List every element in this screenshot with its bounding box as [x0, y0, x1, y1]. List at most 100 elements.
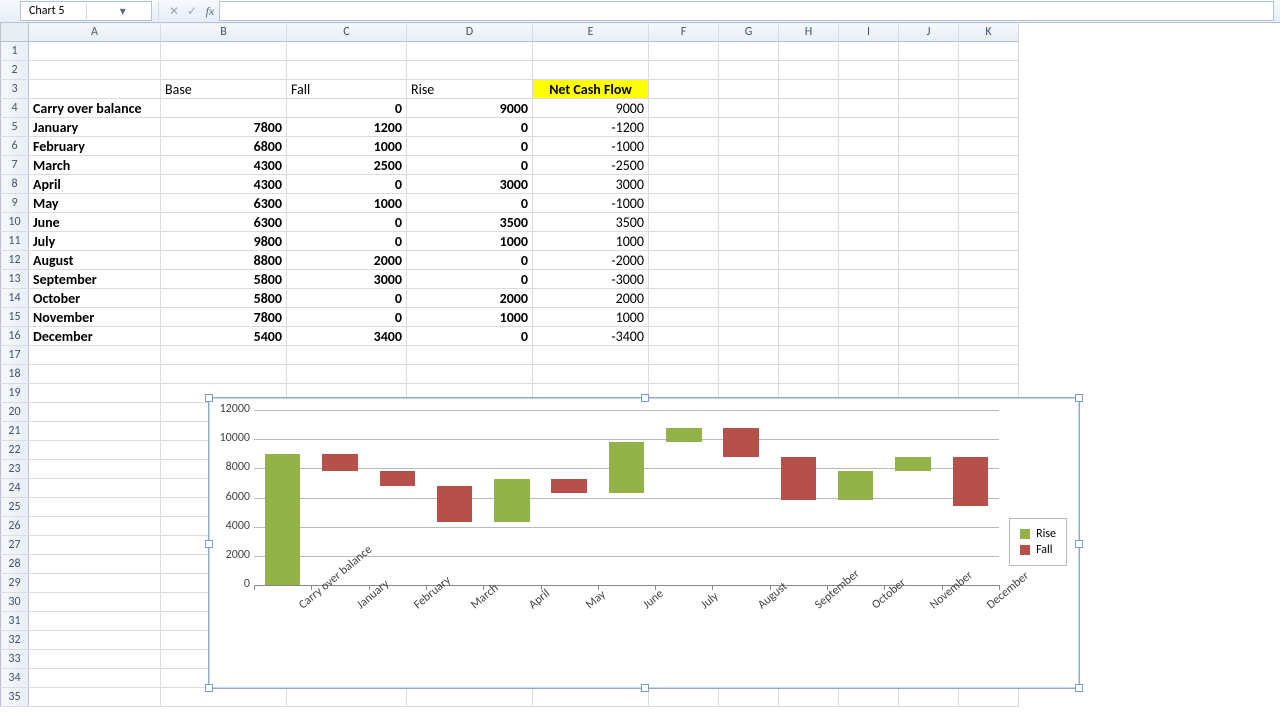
cell-I13[interactable]	[839, 270, 899, 289]
cell-A13[interactable]: September	[29, 270, 161, 289]
cell-J15[interactable]	[899, 308, 959, 327]
cell-F8[interactable]	[649, 175, 719, 194]
bar-fall[interactable]	[322, 454, 358, 472]
cell-D13[interactable]: 0	[407, 270, 533, 289]
cell-E6[interactable]: -1000	[533, 137, 649, 156]
cell-I18[interactable]	[839, 365, 899, 384]
row-header-31[interactable]: 31	[1, 612, 29, 631]
resize-handle[interactable]	[1075, 684, 1083, 692]
cell-F14[interactable]	[649, 289, 719, 308]
cell-F1[interactable]	[649, 42, 719, 61]
resize-handle[interactable]	[641, 684, 649, 692]
cell-J6[interactable]	[899, 137, 959, 156]
resize-handle[interactable]	[205, 540, 213, 548]
cell-J7[interactable]	[899, 156, 959, 175]
cell-D9[interactable]: 0	[407, 194, 533, 213]
cell-I17[interactable]	[839, 346, 899, 365]
cell-I10[interactable]	[839, 213, 899, 232]
cell-G5[interactable]	[719, 118, 779, 137]
row-header-26[interactable]: 26	[1, 517, 29, 536]
cell-G6[interactable]	[719, 137, 779, 156]
chart-object[interactable]: Rise Fall 020004000600080001000012000Car…	[208, 397, 1080, 689]
cell-G4[interactable]	[719, 99, 779, 118]
cell-A33[interactable]	[29, 650, 161, 669]
cell-D18[interactable]	[407, 365, 533, 384]
name-box[interactable]: Chart 5 ▾	[20, 1, 152, 21]
cell-G12[interactable]	[719, 251, 779, 270]
cell-D4[interactable]: 9000	[407, 99, 533, 118]
cell-E5[interactable]: -1200	[533, 118, 649, 137]
cell-H14[interactable]	[779, 289, 839, 308]
cell-B3[interactable]: Base	[161, 80, 287, 99]
cell-H6[interactable]	[779, 137, 839, 156]
cell-A19[interactable]	[29, 384, 161, 403]
cell-D17[interactable]	[407, 346, 533, 365]
cell-E17[interactable]	[533, 346, 649, 365]
row-header-20[interactable]: 20	[1, 403, 29, 422]
bar-fall[interactable]	[953, 457, 989, 507]
select-all-corner[interactable]	[1, 23, 29, 42]
cell-F6[interactable]	[649, 137, 719, 156]
cell-E16[interactable]: -3400	[533, 327, 649, 346]
cell-B12[interactable]: 8800	[161, 251, 287, 270]
cell-I4[interactable]	[839, 99, 899, 118]
cell-E4[interactable]: 9000	[533, 99, 649, 118]
resize-handle[interactable]	[205, 394, 213, 402]
cell-B2[interactable]	[161, 61, 287, 80]
cell-D6[interactable]: 0	[407, 137, 533, 156]
cell-A8[interactable]: April	[29, 175, 161, 194]
cell-C7[interactable]: 2500	[287, 156, 407, 175]
row-header-29[interactable]: 29	[1, 574, 29, 593]
cell-G9[interactable]	[719, 194, 779, 213]
cell-G3[interactable]	[719, 80, 779, 99]
cell-A18[interactable]	[29, 365, 161, 384]
cell-K8[interactable]	[959, 175, 1019, 194]
resize-handle[interactable]	[205, 684, 213, 692]
cell-A31[interactable]	[29, 612, 161, 631]
row-header-9[interactable]: 9	[1, 194, 29, 213]
cell-J10[interactable]	[899, 213, 959, 232]
bar-fall[interactable]	[437, 486, 473, 522]
cell-B8[interactable]: 4300	[161, 175, 287, 194]
cell-B6[interactable]: 6800	[161, 137, 287, 156]
cell-E3[interactable]: Net Cash Flow	[533, 80, 649, 99]
cell-J14[interactable]	[899, 289, 959, 308]
cell-A5[interactable]: January	[29, 118, 161, 137]
bar-fall[interactable]	[380, 471, 416, 486]
cell-H3[interactable]	[779, 80, 839, 99]
cell-J13[interactable]	[899, 270, 959, 289]
cancel-icon[interactable]: ✕	[165, 2, 183, 20]
cell-G11[interactable]	[719, 232, 779, 251]
cell-B13[interactable]: 5800	[161, 270, 287, 289]
cell-B15[interactable]: 7800	[161, 308, 287, 327]
cell-A29[interactable]	[29, 574, 161, 593]
cell-A32[interactable]	[29, 631, 161, 650]
cell-A14[interactable]: October	[29, 289, 161, 308]
cell-B16[interactable]: 5400	[161, 327, 287, 346]
cell-H18[interactable]	[779, 365, 839, 384]
cell-H5[interactable]	[779, 118, 839, 137]
row-header-23[interactable]: 23	[1, 460, 29, 479]
cell-I5[interactable]	[839, 118, 899, 137]
cell-F17[interactable]	[649, 346, 719, 365]
row-header-5[interactable]: 5	[1, 118, 29, 137]
cell-K3[interactable]	[959, 80, 1019, 99]
row-header-15[interactable]: 15	[1, 308, 29, 327]
column-header-F[interactable]: F	[649, 23, 719, 42]
cell-C14[interactable]: 0	[287, 289, 407, 308]
row-header-6[interactable]: 6	[1, 137, 29, 156]
row-header-35[interactable]: 35	[1, 688, 29, 707]
column-header-C[interactable]: C	[287, 23, 407, 42]
row-header-28[interactable]: 28	[1, 555, 29, 574]
cell-B5[interactable]: 7800	[161, 118, 287, 137]
cell-D11[interactable]: 1000	[407, 232, 533, 251]
column-header-I[interactable]: I	[839, 23, 899, 42]
row-header-27[interactable]: 27	[1, 536, 29, 555]
cell-A1[interactable]	[29, 42, 161, 61]
row-header-11[interactable]: 11	[1, 232, 29, 251]
cell-F12[interactable]	[649, 251, 719, 270]
cell-J9[interactable]	[899, 194, 959, 213]
cell-H8[interactable]	[779, 175, 839, 194]
cell-I3[interactable]	[839, 80, 899, 99]
cell-K13[interactable]	[959, 270, 1019, 289]
